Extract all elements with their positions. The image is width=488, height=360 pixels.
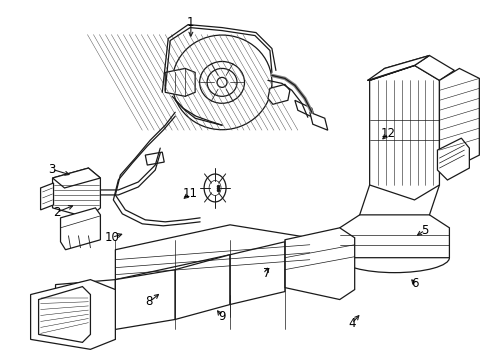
Text: 12: 12 xyxy=(380,127,395,140)
Polygon shape xyxy=(339,215,448,258)
Polygon shape xyxy=(41,183,53,210)
Polygon shape xyxy=(115,270,175,329)
Polygon shape xyxy=(61,208,100,250)
Text: 6: 6 xyxy=(410,278,418,291)
Text: 9: 9 xyxy=(217,310,225,323)
Text: 5: 5 xyxy=(420,224,427,237)
Text: 2: 2 xyxy=(53,206,61,219)
Ellipse shape xyxy=(203,174,225,202)
Text: 1: 1 xyxy=(187,16,194,29)
Text: 11: 11 xyxy=(182,187,197,200)
Ellipse shape xyxy=(172,35,271,130)
Polygon shape xyxy=(439,68,478,165)
Ellipse shape xyxy=(199,62,244,103)
Polygon shape xyxy=(285,238,309,268)
Polygon shape xyxy=(414,55,453,80)
Polygon shape xyxy=(309,112,327,130)
Text: 8: 8 xyxy=(145,296,153,309)
Ellipse shape xyxy=(217,77,226,87)
Polygon shape xyxy=(369,66,439,200)
Polygon shape xyxy=(115,225,309,280)
Polygon shape xyxy=(369,55,428,80)
Polygon shape xyxy=(165,68,195,96)
Polygon shape xyxy=(145,152,164,165)
Polygon shape xyxy=(294,100,314,118)
Text: 3: 3 xyxy=(48,163,56,176)
Polygon shape xyxy=(285,228,354,300)
Polygon shape xyxy=(367,55,428,80)
Polygon shape xyxy=(56,280,115,334)
Polygon shape xyxy=(31,280,115,349)
Polygon shape xyxy=(229,242,285,305)
Polygon shape xyxy=(437,138,468,180)
Polygon shape xyxy=(175,255,229,319)
Polygon shape xyxy=(52,168,100,188)
Polygon shape xyxy=(267,84,289,104)
Text: 7: 7 xyxy=(262,267,270,280)
Text: 10: 10 xyxy=(104,231,119,244)
Text: 4: 4 xyxy=(347,317,355,330)
Ellipse shape xyxy=(209,180,221,195)
Polygon shape xyxy=(52,168,100,218)
Polygon shape xyxy=(39,287,90,342)
